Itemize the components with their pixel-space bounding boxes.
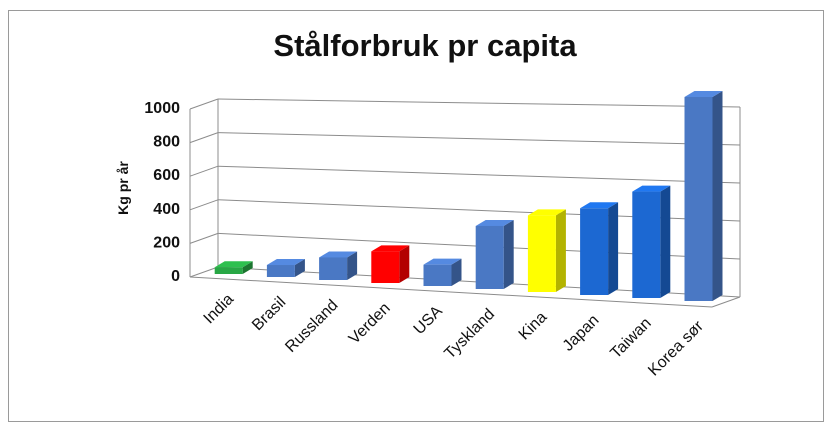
y-tick-label: 600 xyxy=(153,167,180,184)
y-tick-label: 800 xyxy=(153,134,180,151)
bars xyxy=(214,90,723,301)
gridline-side xyxy=(189,199,219,211)
gridline-side xyxy=(189,165,219,177)
bar-top xyxy=(527,209,566,216)
y-axis-ticks: 0 200 400 600 800 1000 xyxy=(144,100,180,285)
bar-side xyxy=(399,245,410,283)
x-tick-label: Brasil xyxy=(249,294,289,334)
bar-top xyxy=(684,90,723,97)
bar-korea-sør xyxy=(684,90,723,301)
bar-top xyxy=(475,219,514,226)
bar-side xyxy=(608,202,619,295)
gridline xyxy=(217,98,741,108)
bar-side xyxy=(451,258,462,286)
bar-taiwan xyxy=(632,185,671,298)
bar-side xyxy=(294,259,305,277)
bar-top xyxy=(214,261,253,268)
bar-side xyxy=(347,251,358,280)
gridline xyxy=(217,132,741,146)
x-tick-label: Russland xyxy=(282,297,341,356)
bar-japan xyxy=(580,202,619,295)
y-tick-label: 1000 xyxy=(144,100,180,117)
gridline xyxy=(217,165,741,184)
bar-front xyxy=(266,265,295,277)
gridline-side xyxy=(189,132,219,144)
bar-side xyxy=(660,185,671,298)
bar-front xyxy=(580,208,609,295)
bar-front xyxy=(423,264,452,286)
bar-russland xyxy=(319,251,358,280)
bar-front xyxy=(371,251,400,283)
gridline-side xyxy=(189,98,219,110)
x-tick-label: Taiwan xyxy=(607,315,654,362)
bar-top xyxy=(632,185,671,192)
bar-front xyxy=(319,257,348,280)
x-tick-label: India xyxy=(201,291,238,328)
floor-right-edge xyxy=(711,296,741,308)
y-tick-label: 400 xyxy=(153,201,180,218)
bar-side xyxy=(503,219,514,289)
x-tick-label: Japan xyxy=(560,312,603,355)
x-tick-label: Kina xyxy=(516,309,551,344)
x-tick-label: Tyskland xyxy=(441,306,498,363)
bar-side xyxy=(555,209,566,292)
y-axis-label: Kg pr år xyxy=(115,161,131,215)
bar-brasil xyxy=(266,259,305,277)
y-tick-label: 0 xyxy=(171,268,180,285)
bar-kina xyxy=(527,209,566,292)
bar-tyskland xyxy=(475,219,514,289)
gridline-side xyxy=(189,266,219,278)
bar-top xyxy=(319,251,358,258)
chart-title: Stålforbruk pr capita xyxy=(273,28,577,63)
gridline-side xyxy=(189,232,219,244)
bar-usa xyxy=(423,258,462,286)
floor-front-edge xyxy=(189,276,713,308)
bar-front xyxy=(527,215,556,292)
bar-top xyxy=(580,202,619,209)
bar-top xyxy=(423,258,462,265)
bar-verden xyxy=(371,245,410,283)
x-tick-label: USA xyxy=(411,303,447,339)
bar-front xyxy=(214,267,243,274)
bar-india xyxy=(214,261,253,274)
y-tick-label: 200 xyxy=(153,234,180,251)
bar-front xyxy=(475,225,504,289)
bar-top xyxy=(371,245,410,252)
bar-side xyxy=(242,261,253,274)
x-tick-label: Verden xyxy=(346,300,394,348)
bar-front xyxy=(684,96,713,301)
bar-side xyxy=(712,90,723,301)
bar-top xyxy=(266,259,305,266)
bar-front xyxy=(632,191,661,298)
